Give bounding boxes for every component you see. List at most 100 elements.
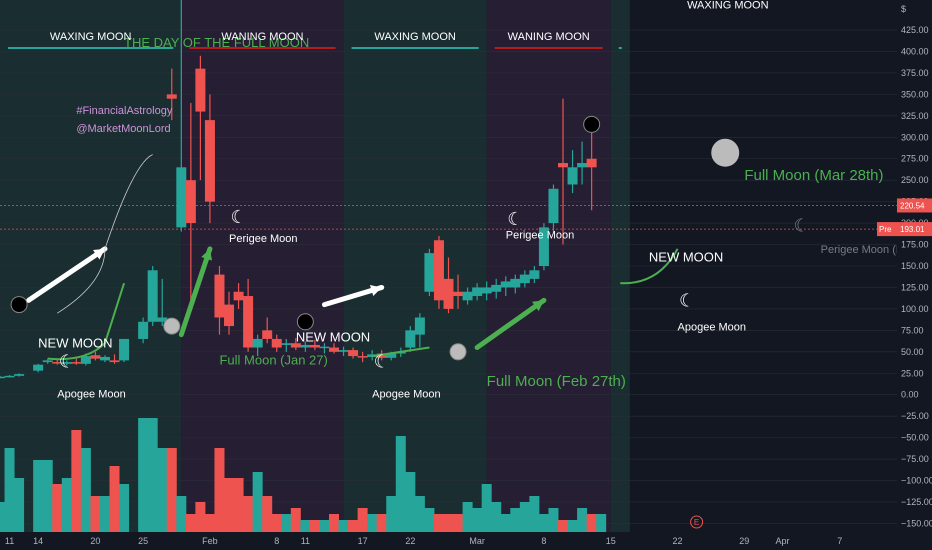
- x-tick-label-10: 8: [541, 536, 546, 546]
- y-tick-label-0: 425.00: [901, 25, 929, 35]
- volume-bar-60: [586, 514, 597, 532]
- arrow-green-2: [474, 297, 547, 351]
- volume-bar-43: [424, 508, 435, 532]
- volume-bar-40: [395, 436, 406, 532]
- candle-body-50: [491, 284, 502, 292]
- candle-body-16: [166, 94, 177, 99]
- annotation-text-15: WAXING MOON: [687, 0, 769, 12]
- y-tick-label-21: −100.00: [901, 476, 932, 486]
- y-tick-label-12: 125.00: [901, 282, 929, 292]
- candle-body-10: [99, 356, 110, 361]
- candle-body-33: [328, 347, 339, 352]
- candle-body-30: [300, 344, 311, 348]
- candle-body-46: [453, 291, 464, 297]
- candle-body-31: [309, 344, 320, 348]
- candle-body-1: [4, 375, 15, 378]
- annotation-text-11: NEW MOON: [649, 250, 723, 265]
- y-tick-label-20: −75.00: [901, 454, 929, 464]
- y-tick-label-19: −50.00: [901, 433, 929, 443]
- y-tick-label-17: 0.00: [901, 390, 919, 400]
- crescent-moon-icon-5: ☾: [679, 290, 695, 311]
- x-tick-label-13: 29: [739, 536, 749, 546]
- pre-tag-label: Pre: [879, 225, 892, 234]
- annotation-text-2: @MarketMoonLord: [76, 123, 170, 135]
- volume-bar-23: [233, 478, 244, 532]
- volume-bar-25: [252, 472, 263, 532]
- y-tick-label-15: 50.00: [901, 347, 924, 357]
- volume-bar-8: [80, 448, 91, 532]
- y-tick-label-6: 275.00: [901, 154, 929, 164]
- thin-line: [57, 154, 153, 314]
- crescent-moon-icon-2: ☾: [230, 207, 246, 228]
- volume-bar-39: [386, 496, 397, 532]
- candle-body-20: [204, 120, 215, 202]
- crescent-moon-icon-3: ☾: [374, 351, 390, 372]
- volume-bar-26: [262, 496, 273, 532]
- candle-body-15: [157, 317, 168, 322]
- arrow-white-1: [26, 246, 108, 303]
- volume-bar-27: [271, 514, 282, 532]
- price-tag-label-0: 220.54: [900, 201, 925, 210]
- candle-body-47: [462, 291, 473, 301]
- candle-body-27: [271, 338, 282, 348]
- y-tick-label-2: 375.00: [901, 68, 929, 78]
- candle-body-23: [233, 291, 244, 301]
- arrow-green-2-head: [532, 300, 544, 312]
- volume-bar-52: [510, 508, 521, 532]
- phase-label-3: WANING MOON: [508, 31, 590, 43]
- volume-bar-19: [195, 502, 206, 532]
- candle-body-6: [61, 362, 72, 364]
- full-moon-icon-1: [163, 317, 181, 335]
- candle-body-42: [414, 317, 425, 335]
- arrow-white-2-head: [369, 284, 382, 296]
- candle-body-2: [14, 374, 25, 376]
- volume-bar-54: [529, 496, 540, 532]
- volume-bar-35: [348, 520, 359, 532]
- x-tick-label-4: Feb: [202, 536, 218, 546]
- candle-body-19: [195, 68, 206, 112]
- volume-bar-34: [338, 520, 349, 532]
- candle-body-3: [33, 364, 44, 371]
- candle-body-4: [42, 360, 53, 363]
- candle-body-18: [185, 180, 196, 224]
- annotation-text-10: Perigee Moon: [506, 230, 575, 242]
- volume-bar-18: [185, 514, 196, 532]
- squiggle-green-3: [620, 248, 679, 285]
- x-axis-panel: [0, 532, 932, 550]
- candle-body-53: [519, 274, 530, 284]
- volume-bar-14: [147, 418, 158, 532]
- x-tick-label-6: 11: [301, 536, 310, 546]
- volume-bar-56: [548, 508, 559, 532]
- volume-bar-29: [290, 508, 301, 532]
- candle-body-60: [586, 158, 597, 168]
- volume-bar-55: [538, 514, 549, 532]
- crescent-moon-icon-1: ☾: [59, 351, 75, 372]
- volume-bar-21: [214, 448, 225, 532]
- x-tick-label-5: 8: [274, 536, 279, 546]
- candle-body-17: [176, 167, 187, 228]
- volume-bar-31: [309, 520, 320, 532]
- volume-bar-16: [166, 448, 177, 532]
- volume-bar-24: [243, 496, 254, 532]
- y-tick-label-5: 300.00: [901, 132, 929, 142]
- candle-body-59: [577, 163, 588, 168]
- earnings-icon-label: E: [694, 518, 699, 527]
- candle-body-22: [224, 304, 235, 327]
- volume-bar-3: [33, 460, 44, 532]
- y-tick-label-22: −125.00: [901, 497, 932, 507]
- candle-body-5: [52, 362, 63, 364]
- annotation-text-1: #FinancialAstrology: [76, 105, 172, 117]
- volume-bar-15: [157, 448, 168, 532]
- candle-body-32: [319, 346, 330, 349]
- candle-body-9: [90, 355, 101, 359]
- new-moon-icon-1: [10, 296, 28, 314]
- earnings-icon[interactable]: [690, 515, 704, 529]
- volume-bar-44: [433, 514, 444, 532]
- crescent-moon-icon-4: ☾: [507, 209, 523, 230]
- annotation-drawings: [26, 154, 679, 361]
- y-tick-label-11: 150.00: [901, 261, 929, 271]
- volume-bar-42: [414, 496, 425, 532]
- arrow-green-1-head: [201, 248, 213, 261]
- candle-body-55: [538, 227, 549, 266]
